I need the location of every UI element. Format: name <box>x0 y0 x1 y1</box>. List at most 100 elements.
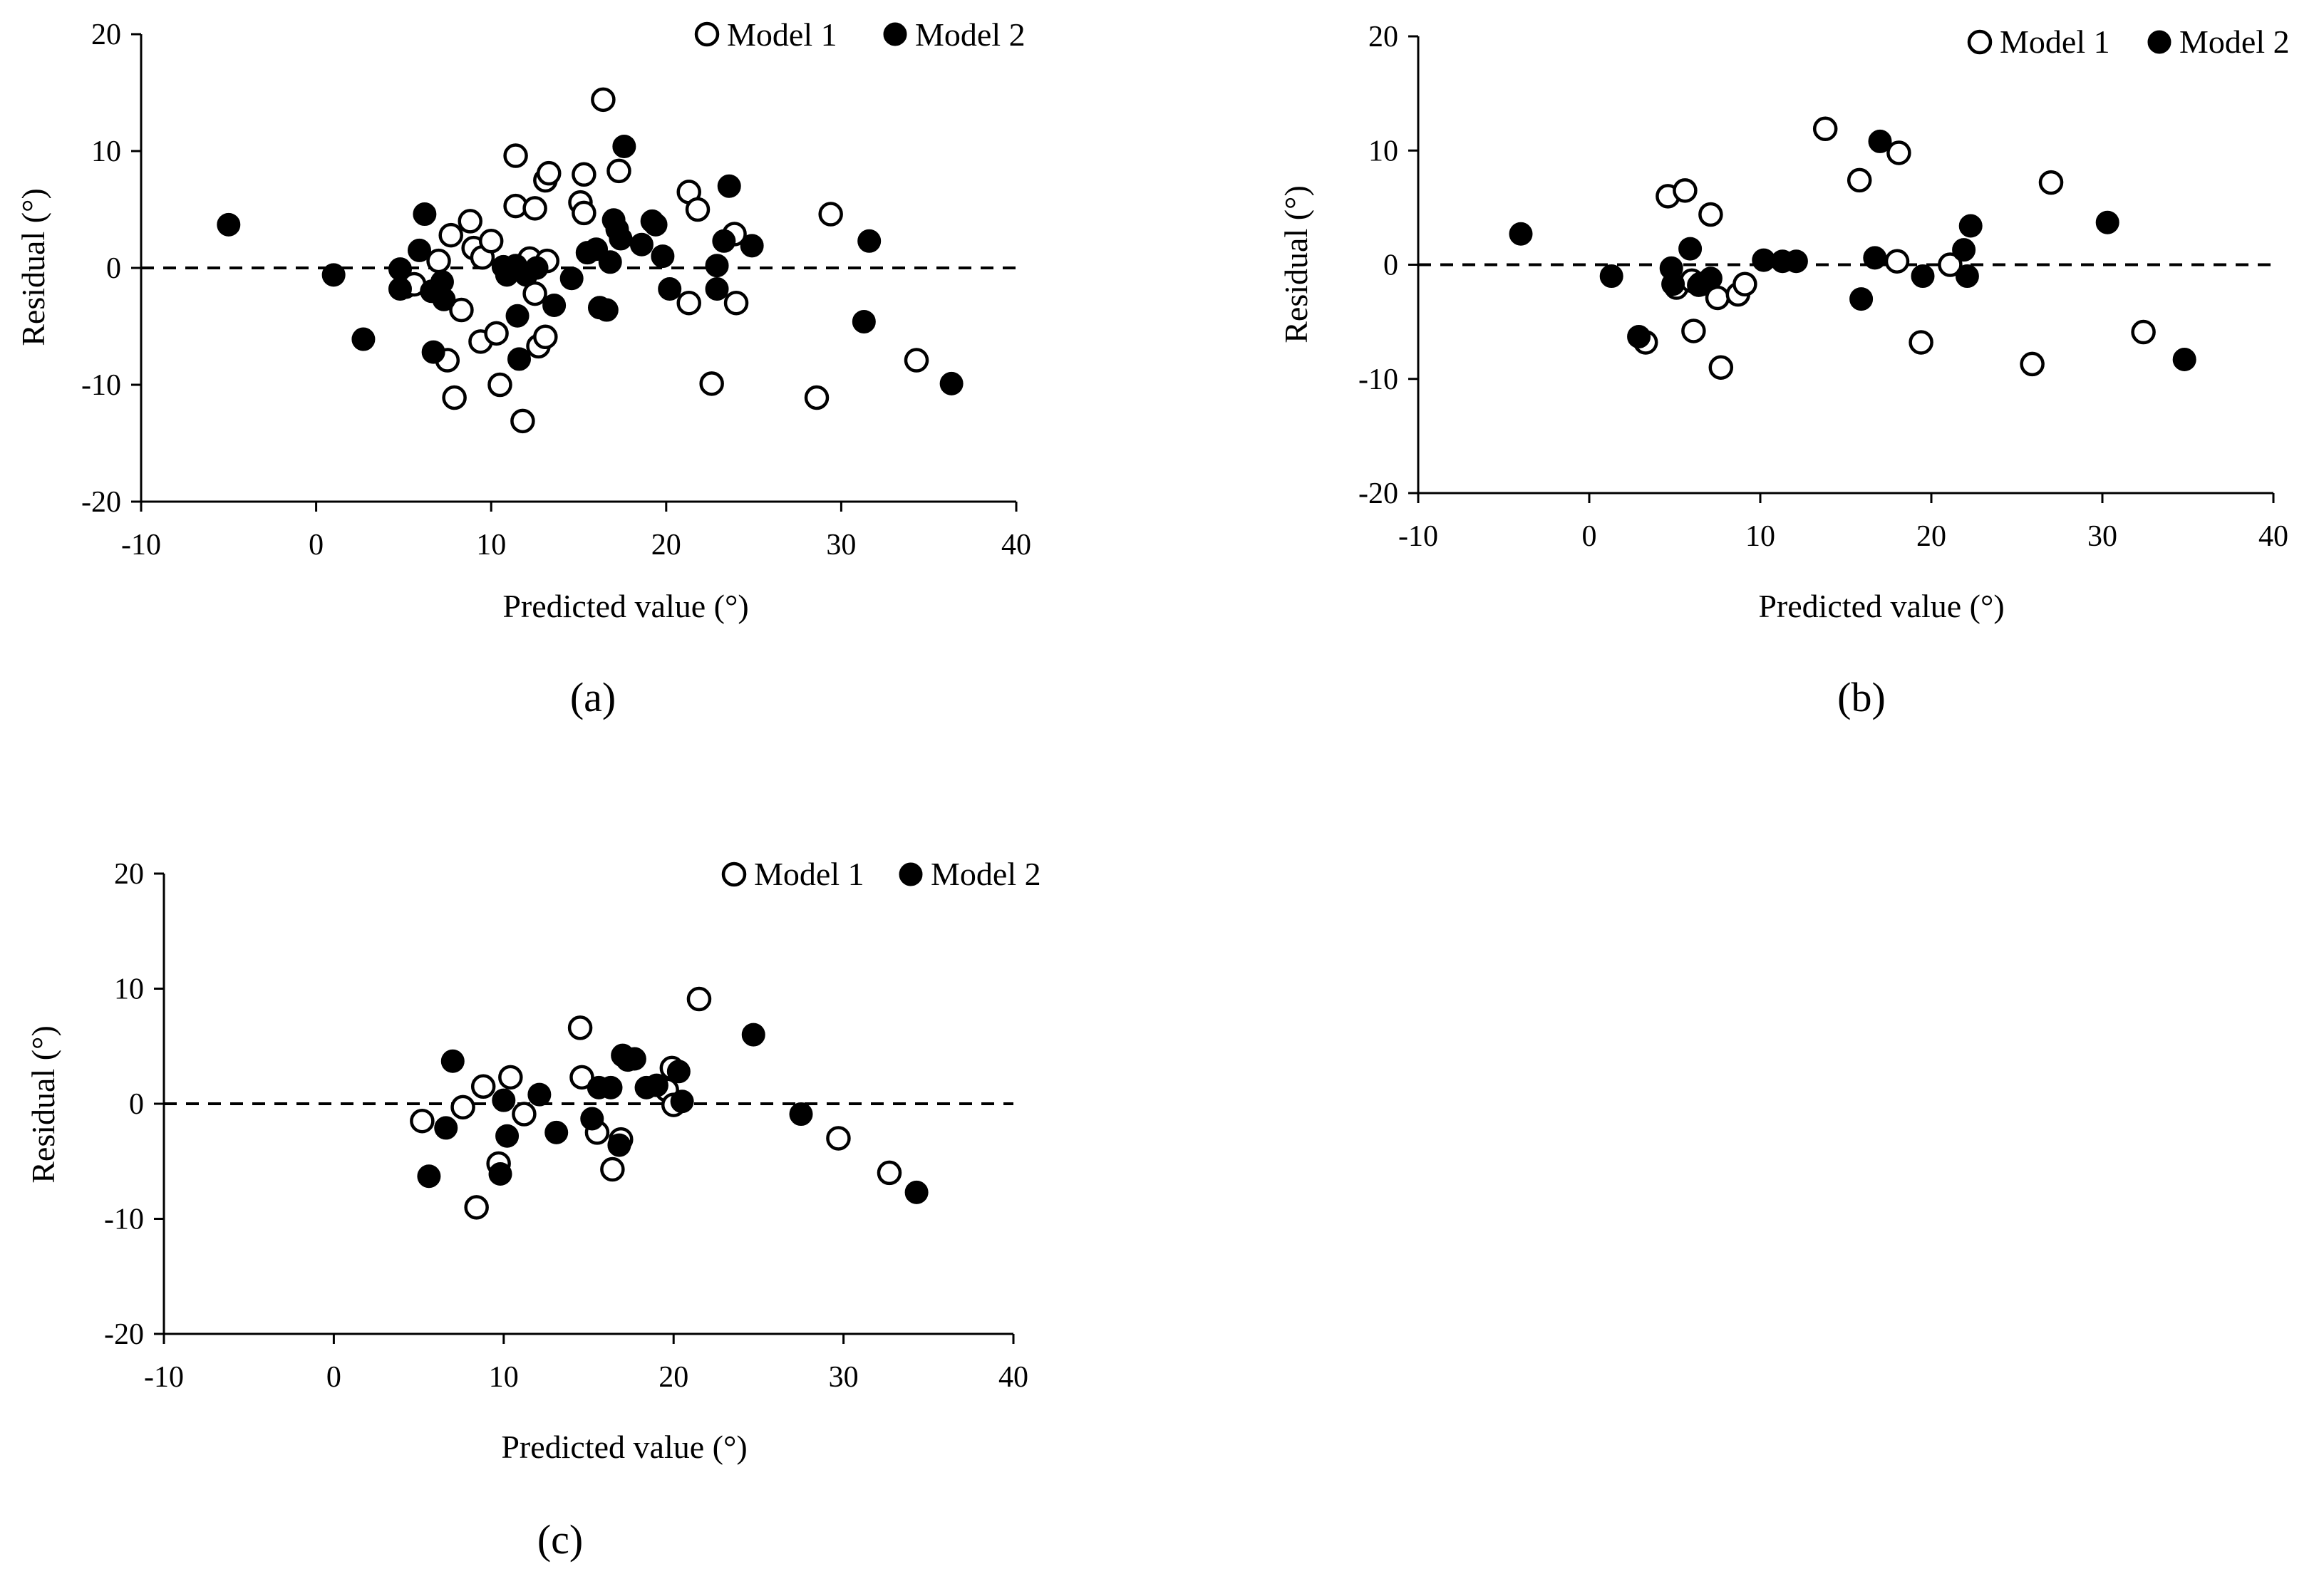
model-2-point <box>417 1164 441 1189</box>
model-1-point <box>512 1102 537 1127</box>
model-1-point <box>442 385 467 410</box>
model-2-point <box>1958 214 1983 238</box>
model-1-point <box>699 371 724 396</box>
model-1-point <box>464 1195 489 1220</box>
model-1-point <box>567 1015 593 1040</box>
y-tick-label: 0 <box>1383 249 1398 282</box>
x-tick-label: 20 <box>651 529 681 561</box>
model-2-point <box>904 1180 929 1204</box>
y-tick-label: -20 <box>104 1318 144 1351</box>
model-2-point <box>1784 249 1808 274</box>
y-tick-label: 20 <box>1368 21 1398 53</box>
model-2-point <box>421 340 445 364</box>
model-2-point <box>544 1120 569 1144</box>
legend-model-1-marker <box>694 21 720 47</box>
model-1-point <box>685 197 711 222</box>
model-2-point <box>1849 287 1874 311</box>
model-2-point <box>741 1023 765 1047</box>
model-2-point <box>488 1162 512 1186</box>
model-2-point <box>1509 222 1533 246</box>
model-2-point <box>505 304 530 328</box>
model-2-point <box>612 134 636 158</box>
x-tick-label: 30 <box>826 529 856 561</box>
model-2-point <box>789 1102 813 1127</box>
panel-label-b: (b) <box>1837 674 1886 720</box>
x-tick-label: 40 <box>2258 520 2288 553</box>
model-2-point <box>525 256 549 280</box>
model-2-point <box>939 371 964 395</box>
model-2-point <box>388 257 412 281</box>
model-1-point <box>522 281 547 306</box>
model-2-point <box>542 293 567 317</box>
y-tick-label: -20 <box>81 486 121 519</box>
model-2-point <box>598 250 622 274</box>
model-1-point <box>470 1074 496 1099</box>
model-2-point <box>440 1049 465 1073</box>
model-1-point <box>606 158 631 184</box>
model-2-point <box>413 202 437 227</box>
model-1-point <box>676 290 701 316</box>
model-1-point <box>904 348 929 373</box>
x-tick-label: 0 <box>309 529 324 561</box>
model-1-point <box>723 290 749 316</box>
model-1-point <box>1705 285 1730 311</box>
model-1-point <box>2020 351 2045 377</box>
x-tick-label: 10 <box>489 1361 519 1394</box>
series-model-2 <box>417 1023 929 1204</box>
model-1-point <box>877 1160 902 1186</box>
legend-model-2-marker <box>883 22 907 46</box>
x-axis-label-c: Predicted value (°) <box>501 1429 747 1465</box>
model-1-point <box>572 162 597 187</box>
model-1-point <box>1938 252 1963 277</box>
y-tick-label: 10 <box>1368 135 1398 167</box>
legend-model-1-label: Model 1 <box>754 856 864 892</box>
model-1-point <box>503 143 528 168</box>
model-2-point <box>852 309 876 333</box>
y-tick-label: 20 <box>91 19 121 51</box>
legend-model-2-label: Model 2 <box>2179 24 2290 60</box>
model-2-point <box>717 174 741 198</box>
model-1-point <box>1909 330 1933 355</box>
series-model-2 <box>1509 129 2196 372</box>
model-1-point <box>569 1065 594 1090</box>
series-model-1 <box>410 986 902 1220</box>
model-2-point <box>388 277 412 301</box>
model-2-point <box>594 298 619 322</box>
model-2-point <box>857 229 882 253</box>
y-axis-label-a: Residual (°) <box>15 188 51 346</box>
model-2-point <box>507 347 531 371</box>
model-1-point <box>686 986 712 1012</box>
model-1-point <box>591 87 616 113</box>
model-2-point <box>658 277 682 301</box>
model-2-point <box>434 1116 458 1140</box>
y-tick-label: 0 <box>129 1088 144 1121</box>
model-1-point <box>804 385 830 410</box>
model-2-point <box>527 1082 552 1107</box>
legend-model-1-label: Model 1 <box>2000 24 2110 60</box>
model-1-point <box>2038 170 2064 195</box>
model-2-point <box>1698 266 1723 291</box>
model-2-point <box>607 1133 631 1157</box>
model-2-point <box>629 232 654 257</box>
model-1-point <box>1732 271 1757 296</box>
model-2-point <box>1952 238 1976 262</box>
model-2-point <box>321 263 346 287</box>
model-2-point <box>740 234 764 258</box>
model-2-point <box>705 254 729 278</box>
y-axis-label-b: Residual (°) <box>1278 185 1314 343</box>
model-1-point <box>536 160 562 186</box>
model-2-point <box>1911 264 1935 289</box>
model-1-point <box>450 1094 475 1120</box>
model-1-point <box>458 209 482 234</box>
x-tick-label: 10 <box>476 529 506 561</box>
x-tick-label: -10 <box>121 529 161 561</box>
y-tick-label: 0 <box>106 252 121 285</box>
x-tick-label: 20 <box>659 1361 688 1394</box>
panel-label-c: (c) <box>537 1516 583 1563</box>
model-2-point <box>1863 246 1887 270</box>
x-tick-label: 10 <box>1745 520 1775 553</box>
model-2-point <box>599 1075 623 1099</box>
x-tick-label: 20 <box>1916 520 1946 553</box>
x-tick-label: 0 <box>326 1361 341 1394</box>
